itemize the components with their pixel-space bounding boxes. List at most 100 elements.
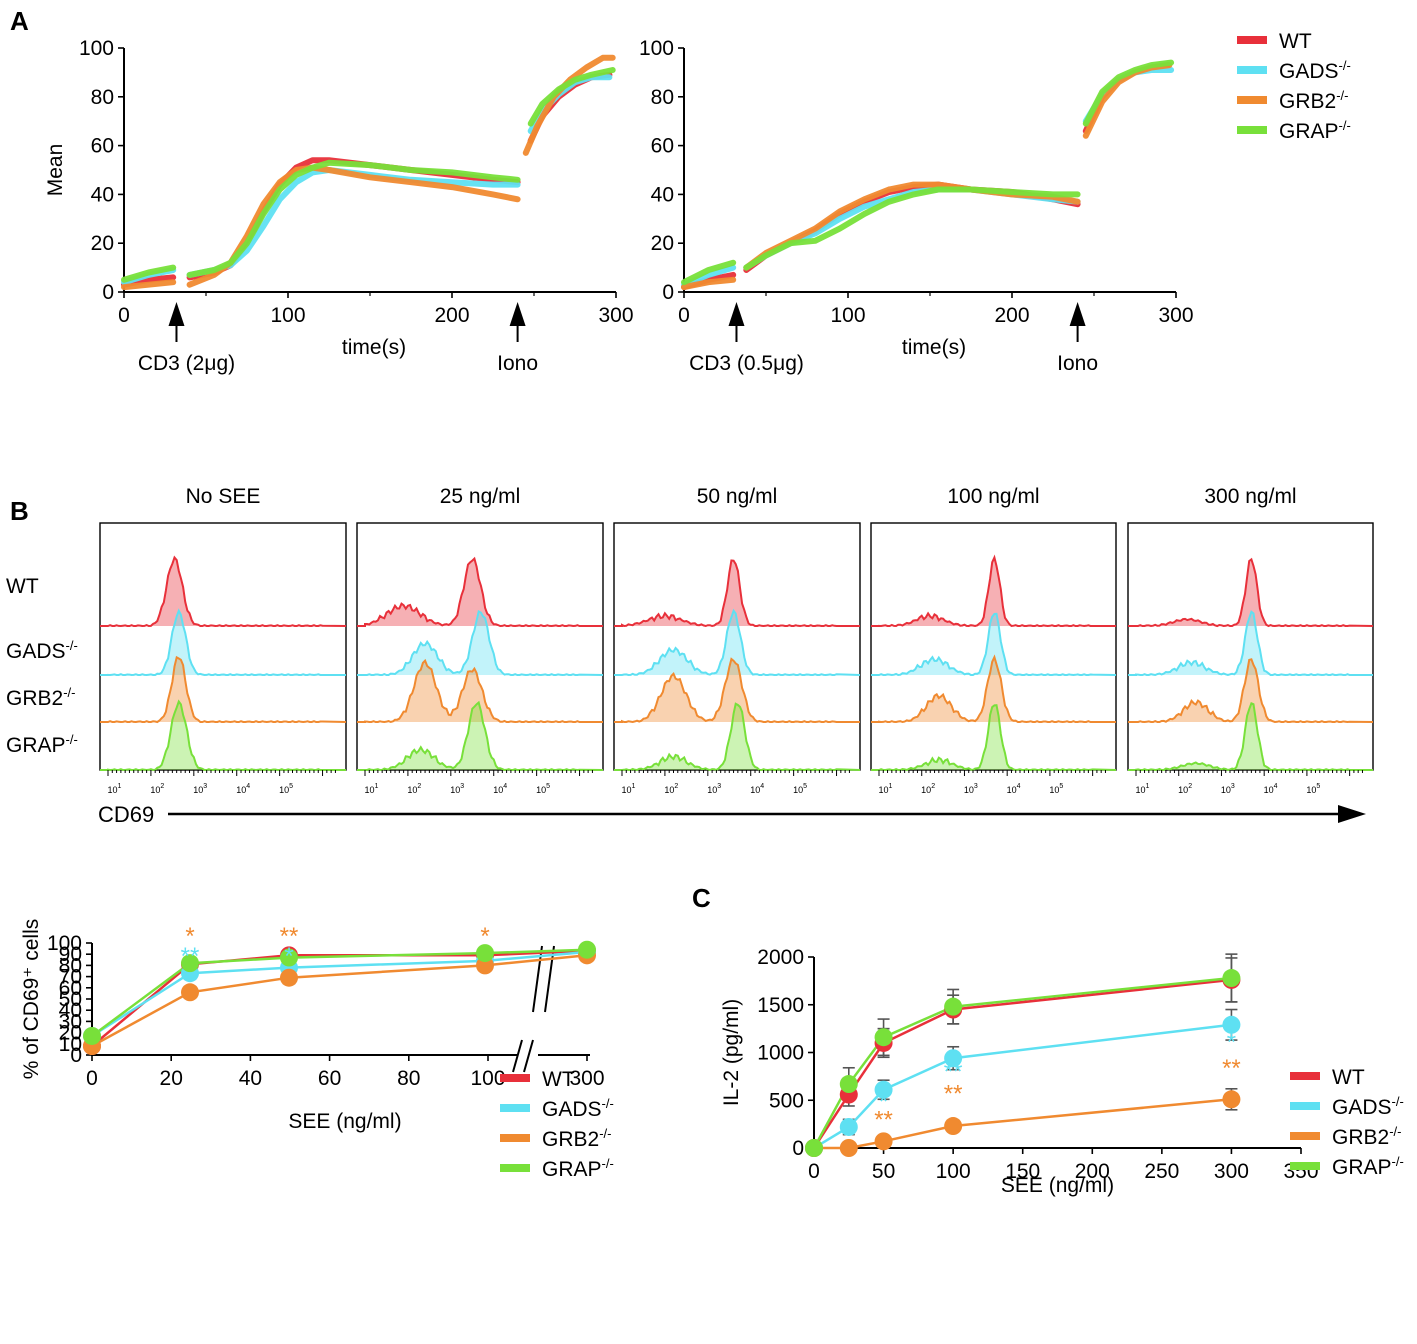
legend-label-WT: WT — [1332, 1066, 1365, 1089]
y-tick-label: 100 — [639, 37, 674, 60]
data-point-GADS — [944, 1049, 963, 1068]
histogram-decade-label: 101 — [1135, 783, 1149, 795]
histogram-outline-GADS — [100, 608, 346, 677]
histogram-column-header: No SEE — [186, 485, 261, 508]
significance-mark: ** — [181, 943, 200, 970]
significance-mark: ** — [874, 1106, 893, 1133]
legend-label-GRAP: GRAP-/- — [542, 1156, 614, 1181]
data-point-GRB2 — [181, 983, 199, 1002]
data-point-GRAP — [280, 948, 298, 967]
histogram-fill-WT — [622, 560, 860, 626]
annotation-arrow-head — [728, 302, 745, 326]
histogram-outline-WT — [100, 555, 347, 628]
histogram-fill-WT — [879, 557, 1116, 626]
x-axis-label: time(s) — [342, 336, 406, 359]
annotation-arrow-head — [168, 302, 185, 326]
y-tick-label: 90 — [59, 943, 82, 966]
histogram-decade-label: 105 — [536, 783, 550, 795]
series-line-GRB2 — [681, 276, 737, 291]
y-tick-label: 70 — [59, 966, 82, 989]
histogram-column-header: 300 ng/ml — [1204, 485, 1296, 508]
x-tick-label: 100 — [270, 304, 305, 327]
series-line-GRAP — [1082, 59, 1175, 127]
histogram-frame — [1127, 522, 1374, 771]
histogram-decade-label: 102 — [150, 783, 164, 795]
histogram-fill-GRB2 — [365, 660, 603, 722]
y-tick-label: 40 — [91, 183, 114, 206]
histogram-fill-GRB2 — [1136, 659, 1373, 722]
histogram-fill-WT — [365, 558, 603, 626]
histogram-outline-GRB2 — [614, 657, 860, 724]
y-tick-label: 10 — [59, 1033, 82, 1056]
histogram-decade-label: 103 — [1221, 783, 1235, 795]
x-axis-label: SEE (ng/ml) — [288, 1110, 401, 1133]
y-tick-label: 60 — [91, 135, 114, 158]
data-point-GRB2 — [874, 1132, 893, 1151]
legend-label-GADS: GADS-/- — [1332, 1094, 1404, 1119]
y-tick-label: 80 — [59, 954, 82, 977]
histogram-frame — [870, 522, 1117, 771]
significance-mark: ** — [1222, 1055, 1241, 1082]
data-point-GRAP — [839, 1075, 858, 1094]
histogram-decade-label: 105 — [1049, 783, 1063, 795]
histogram-row-label-GRAP: GRAP-/- — [6, 732, 78, 757]
series-line-GRAP — [186, 159, 521, 278]
data-point-GRAP — [578, 940, 596, 959]
y-tick-label: 80 — [91, 86, 114, 109]
y-tick-label: 0 — [792, 1137, 804, 1160]
y-tick-label: 40 — [59, 999, 82, 1022]
legend-label-GRB2: GRB2-/- — [542, 1126, 611, 1151]
histogram-frame — [356, 522, 604, 771]
data-point-GRB2 — [1222, 1090, 1241, 1109]
x-tick-label: 0 — [86, 1067, 98, 1090]
chart-a1-calcium-flux-2ug: 0 20 40 60 80 100 0 100 200 300 time(s) Mean CD3 (2μ… — [44, 37, 634, 375]
legend-panel-a: WT GADS-/- GRB2-/- GRAP-/- — [1237, 30, 1351, 143]
histogram-decade-label: 104 — [493, 783, 507, 795]
cd69-histogram-grid: No SEE 101 102 103 104 105 25 ng/ml 101 102 103 10… — [6, 485, 1374, 827]
x-tick-label: 100 — [470, 1067, 505, 1090]
y-tick-label: 50 — [59, 988, 82, 1011]
annotation-label: CD3 (0.5μg) — [689, 352, 804, 375]
series-line-WT — [121, 274, 177, 288]
legend-label-GRB2: GRB2-/- — [1279, 88, 1348, 113]
x-axis-break-mark — [512, 1039, 534, 1073]
x-axis-label: SEE (ng/ml) — [1001, 1174, 1114, 1197]
histogram-outline-WT — [357, 556, 603, 628]
legend-label-GRAP: GRAP-/- — [1332, 1154, 1404, 1179]
histogram-outline-WT — [614, 559, 860, 628]
x-tick-label: 60 — [318, 1067, 341, 1090]
data-point-GRB2 — [839, 1139, 858, 1157]
histogram-outline-GRB2 — [871, 654, 1116, 724]
series-line-GRAP — [681, 259, 737, 286]
y-tick-label: 0 — [662, 281, 674, 304]
y-axis-label: IL-2 (pg/ml) — [720, 999, 743, 1106]
legend-label-GRB2: GRB2-/- — [1332, 1124, 1401, 1149]
y-tick-label: 40 — [651, 183, 674, 206]
data-point-GRB2 — [280, 968, 298, 987]
significance-mark: ** — [944, 1059, 963, 1086]
histogram-fill-GRAP — [1136, 703, 1373, 770]
histogram-decade-label: 104 — [750, 783, 764, 795]
histogram-decade-label: 104 — [1007, 783, 1021, 795]
histogram-decade-label: 101 — [364, 783, 378, 795]
histogram-decade-label: 105 — [279, 783, 293, 795]
chart-a2-calcium-flux-05ug: 0 20 40 60 80 100 0 100 200 300 time(s) CD3 (0.5μg)… — [639, 37, 1194, 375]
x-tick-label: 100 — [936, 1160, 971, 1183]
data-point-GRAP — [83, 1026, 101, 1045]
y-tick-label: 100 — [79, 37, 114, 60]
histogram-decade-label: 102 — [664, 783, 678, 795]
histogram-fill-GRAP — [879, 705, 1116, 770]
significance-mark: ** — [280, 923, 299, 950]
histogram-outline-GRAP — [357, 700, 604, 772]
histogram-outline-WT — [1128, 557, 1374, 628]
series-line-GRB2 — [121, 279, 177, 291]
legend-label-WT: WT — [542, 1068, 575, 1091]
x-tick-label: 200 — [1075, 1160, 1110, 1183]
histogram-decade-label: 102 — [921, 783, 935, 795]
histogram-outline-GADS — [614, 608, 861, 677]
legend-label-GRAP: GRAP-/- — [1279, 118, 1351, 143]
y-tick-label: 0 — [70, 1044, 82, 1067]
annotation-label: CD3 (2μg) — [138, 352, 235, 375]
